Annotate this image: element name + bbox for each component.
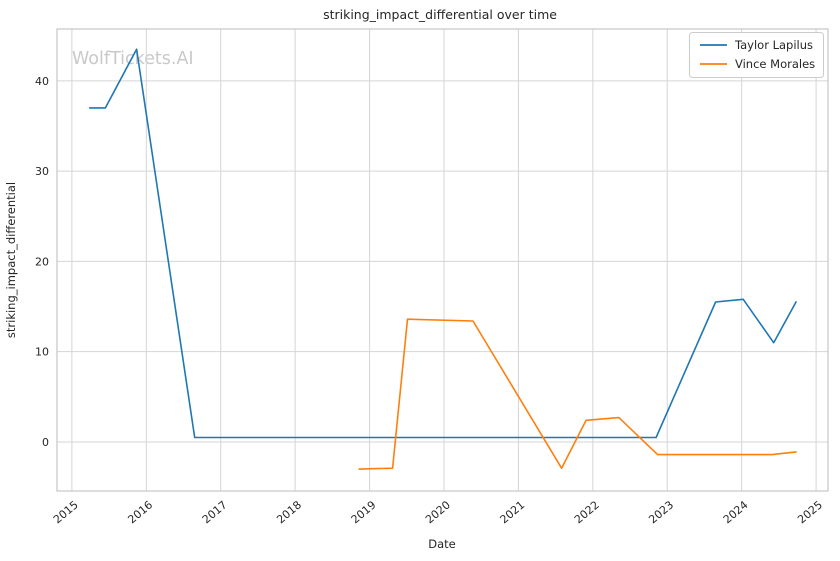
y-tick-label: 20: [35, 255, 49, 268]
chart-title: striking_impact_differential over time: [323, 7, 557, 22]
series-line-taylor-lapilus: [88, 48, 797, 439]
y-tick-label: 30: [35, 165, 49, 178]
plot-area: 2015 2016 2017 2018 2019 2020 2021 2022 2023 2024…: [35, 28, 829, 526]
x-tick-label: 2022: [572, 498, 602, 526]
x-tick-label: 2016: [125, 498, 155, 526]
y-tick-label: 10: [35, 346, 49, 359]
legend-label-vince-morales: Vince Morales: [735, 57, 815, 71]
x-tick-label: 2024: [721, 498, 751, 526]
x-tick-label: 2015: [51, 498, 81, 526]
series-line-vince-morales: [358, 318, 797, 470]
legend: Taylor Lapilus Vince Morales: [689, 32, 824, 78]
x-tick-label: 2020: [423, 498, 453, 526]
x-tick-label: 2023: [646, 498, 676, 526]
y-tick-label: 40: [35, 75, 49, 88]
x-tick-label: 2018: [274, 498, 304, 526]
y-axis-label: striking_impact_differential: [4, 182, 18, 338]
watermark: WolfTickets.AI: [72, 49, 194, 69]
legend-label-taylor-lapilus: Taylor Lapilus: [734, 38, 813, 52]
legend-box: [689, 32, 824, 78]
x-tick-label: 2021: [498, 498, 528, 526]
x-tick-label: 2019: [349, 498, 379, 526]
x-tick-label: 2017: [200, 498, 230, 526]
plot-border: [56, 28, 829, 492]
y-tick-label: 0: [42, 436, 49, 449]
x-tick-label: 2025: [795, 498, 825, 526]
x-axis-label: Date: [428, 537, 456, 551]
